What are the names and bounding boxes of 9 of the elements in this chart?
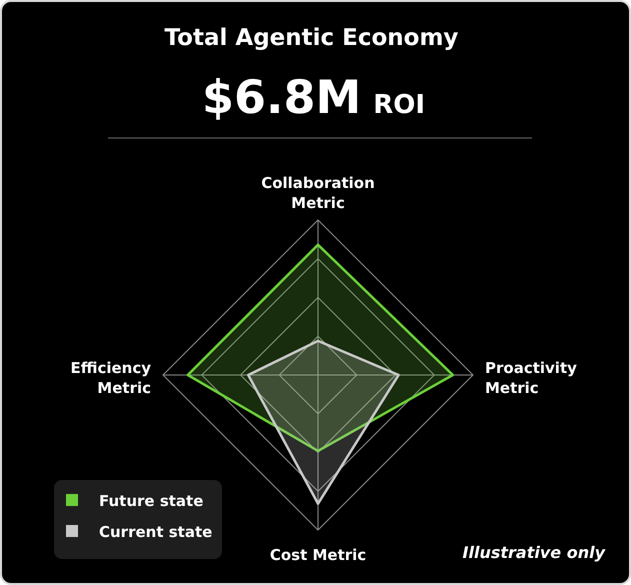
spoke-label: Proactivity Metric bbox=[485, 359, 578, 397]
legend-label: Future state bbox=[99, 492, 204, 510]
legend-label: Current state bbox=[99, 523, 212, 541]
spoke-label: Collaboration Metric bbox=[261, 174, 375, 212]
spoke-label: Cost Metric bbox=[270, 546, 366, 564]
text: Illustrative only bbox=[462, 543, 606, 562]
chart-title: Total Agentic Economy bbox=[164, 25, 458, 51]
spoke-label: Efficiency Metric bbox=[70, 359, 152, 397]
chart-subtitle: $6.8M ROI bbox=[202, 70, 426, 124]
